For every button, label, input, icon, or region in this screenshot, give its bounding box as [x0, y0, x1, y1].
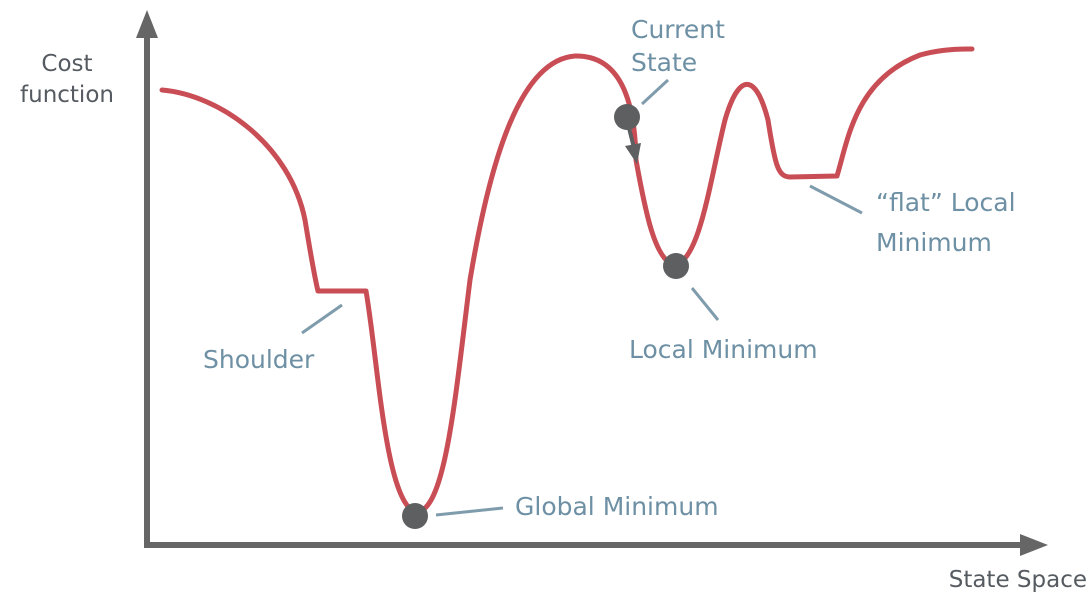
current-state-marker: [614, 104, 640, 130]
flat-local-minimum-label-line2: Minimum: [876, 228, 992, 257]
flat-local-minimum-leader: [809, 184, 863, 215]
current-state-leader: [640, 78, 670, 106]
axes: [136, 10, 1048, 556]
cost-curve: [159, 46, 975, 515]
x-axis-label: State Space: [949, 567, 1087, 593]
shoulder-leader: [301, 303, 343, 335]
shoulder-label: Shoulder: [203, 345, 315, 374]
current-state-label-line2: State: [631, 48, 697, 77]
global-minimum-leader: [435, 506, 504, 517]
y-axis-label-line1: Cost: [41, 51, 92, 77]
local-minimum-marker: [663, 253, 689, 279]
local-minimum-leader: [690, 287, 720, 321]
global-minimum-marker: [402, 503, 428, 529]
flat-local-minimum-label-line1: “flat” Local: [876, 188, 1016, 217]
current-state-label-line1: Current: [631, 15, 725, 44]
local-minimum-label: Local Minimum: [629, 335, 818, 364]
x-axis-arrow-icon: [1020, 534, 1048, 556]
y-axis-arrow-icon: [136, 10, 158, 38]
y-axis-label-line2: function: [20, 82, 114, 108]
global-minimum-label: Global Minimum: [515, 492, 719, 521]
descent-arrow-head-icon: [625, 143, 641, 164]
